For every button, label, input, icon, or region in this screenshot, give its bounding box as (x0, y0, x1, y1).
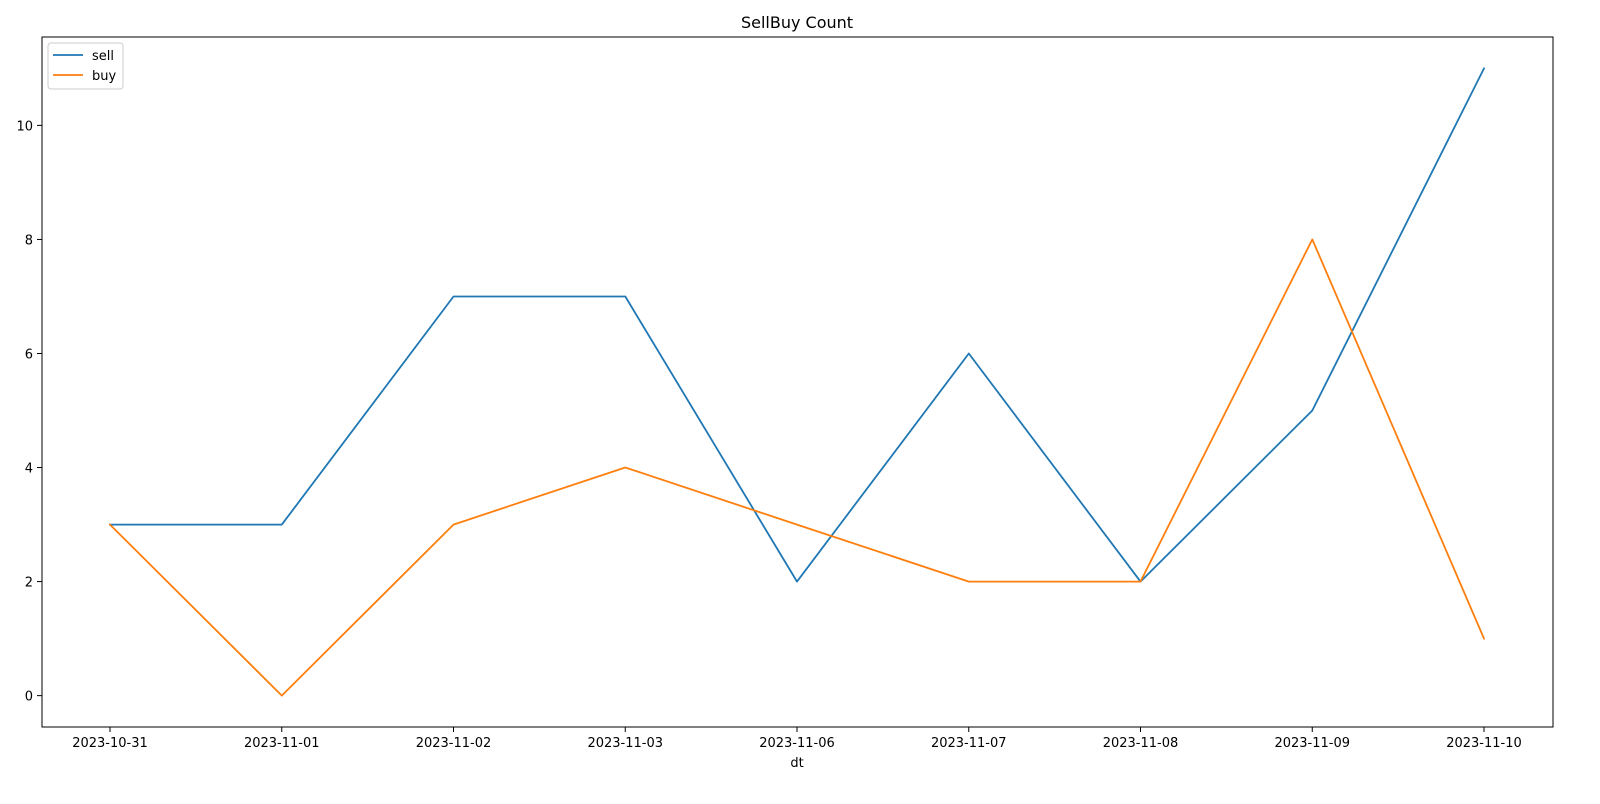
x-tick-label: 2023-11-01 (244, 736, 320, 751)
series-line-sell (109, 67, 1486, 583)
x-axis-label: dt (790, 756, 803, 771)
x-axis: 2023-10-31 2023-11-01 2023-11-02 2023-11-03… (72, 727, 1522, 751)
y-tick-label: 2 (25, 576, 33, 591)
y-tick-label: 0 (25, 690, 33, 705)
x-tick-label: 2023-11-07 (931, 736, 1007, 751)
legend-label-sell: sell (92, 49, 114, 64)
y-tick-label: 8 (25, 233, 33, 248)
x-tick-label: 2023-11-09 (1274, 736, 1350, 751)
legend-label-buy: buy (92, 69, 116, 84)
x-tick-label: 2023-11-06 (759, 736, 835, 751)
legend: sell buy (47, 42, 124, 90)
series-lines (108, 67, 1486, 697)
y-tick-label: 10 (16, 119, 33, 134)
x-tick-label: 2023-11-02 (416, 736, 492, 751)
chart-title: SellBuy Count (741, 13, 853, 32)
y-axis: 0 2 4 6 8 10 (16, 119, 42, 705)
y-tick-label: 4 (25, 462, 33, 477)
x-tick-label: 2023-10-31 (72, 736, 148, 751)
y-tick-label: 6 (25, 347, 33, 362)
x-tick-label: 2023-11-08 (1103, 736, 1179, 751)
x-tick-label: 2023-11-10 (1446, 736, 1522, 751)
x-tick-label: 2023-11-03 (587, 736, 663, 751)
series-line-buy (108, 238, 1486, 697)
